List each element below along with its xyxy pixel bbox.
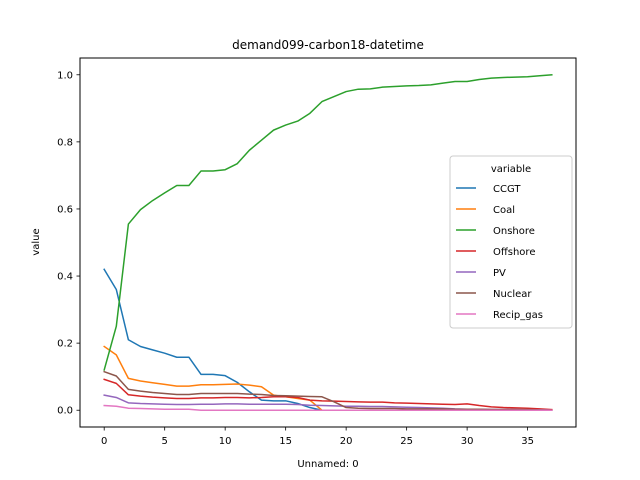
y-tick-label: 0.6 [57, 204, 73, 215]
series-line-nuclear [103, 370, 553, 412]
x-tick-label: 5 [161, 436, 167, 447]
chart-title: demand099-carbon18-datetime [232, 38, 424, 52]
legend: variable CCGT Coal Onshore Offshore PV Nuclear… [449, 155, 573, 329]
ticks-layer: 0 5 10 15 20 25 30 35 0.0 0.2 0.4 0.6 0.8 1.0 [57, 70, 534, 447]
legend-label-ccgt: CCGT [493, 184, 521, 195]
y-tick-label: 0.4 [57, 272, 73, 283]
x-tick-label: 30 [461, 436, 474, 447]
legend-label-pv: PV [493, 268, 506, 279]
series-line-recip-gas [103, 404, 553, 411]
series-line-offshore [103, 378, 553, 411]
legend-label-recip-gas: Recip_gas [493, 310, 543, 321]
y-tick-label: 0.0 [57, 406, 73, 417]
legend-frame [449, 155, 573, 329]
legend-label-coal: Coal [493, 205, 515, 216]
y-tick-label: 0.8 [57, 137, 73, 148]
legend-label-nuclear: Nuclear [493, 289, 532, 300]
legend-label-offshore: Offshore [493, 247, 535, 258]
y-axis-label: value [31, 228, 42, 255]
x-tick-label: 25 [400, 436, 413, 447]
legend-label-onshore: Onshore [493, 226, 535, 237]
x-tick-label: 10 [219, 436, 232, 447]
y-tick-label: 1.0 [57, 70, 73, 81]
x-tick-label: 20 [340, 436, 353, 447]
x-tick-label: 35 [521, 436, 534, 447]
series-line-onshore [103, 73, 553, 371]
series-layer [103, 73, 553, 412]
x-axis-label: Unnamed: 0 [297, 459, 358, 470]
legend-title: variable [491, 164, 531, 175]
x-tick-label: 0 [101, 436, 107, 447]
plot-frame [79, 57, 577, 428]
y-tick-label: 0.2 [57, 339, 73, 350]
x-tick-label: 15 [279, 436, 292, 447]
